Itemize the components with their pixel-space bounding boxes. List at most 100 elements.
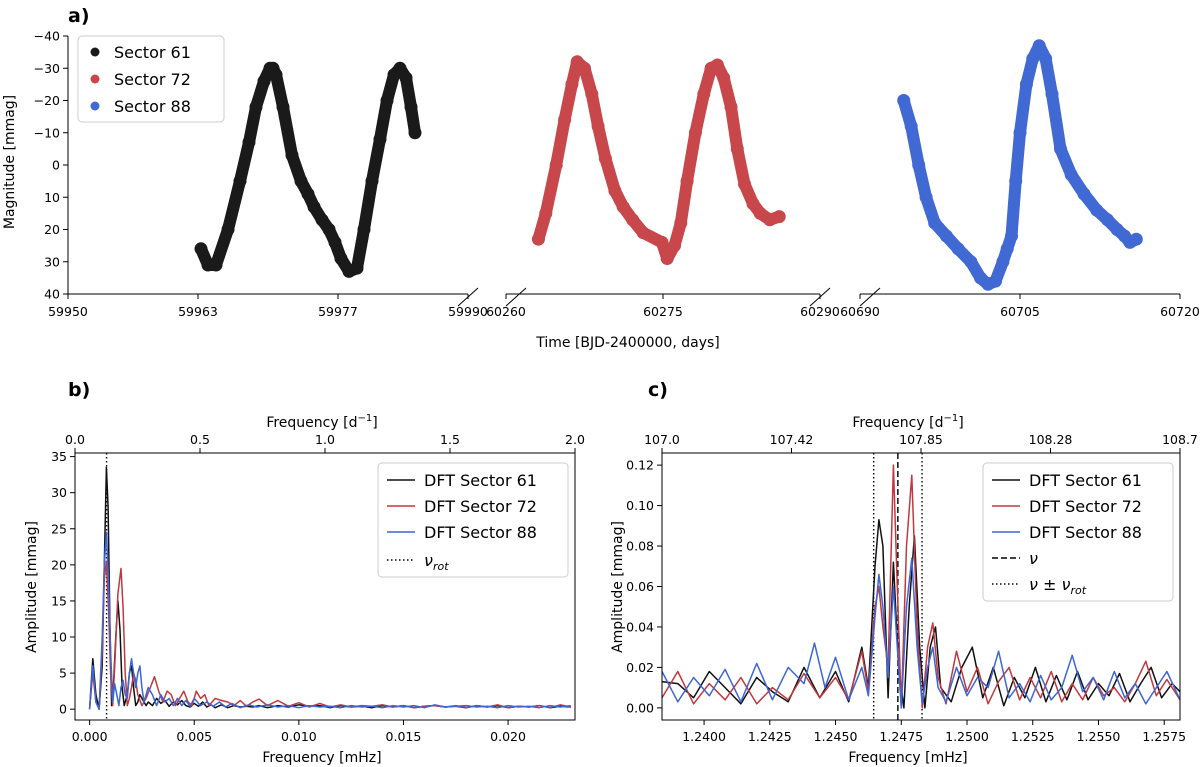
data-point <box>322 223 336 236</box>
panel-a-xtick-label: 60690 <box>840 304 880 319</box>
legend-label-c-88: DFT Sector 88 <box>1029 523 1142 542</box>
panel-a-ytick-label: 40 <box>44 287 60 302</box>
data-point <box>408 126 422 140</box>
data-point <box>724 100 738 114</box>
panel-a-ytick-label: 20 <box>44 222 60 237</box>
panel-c-ytick-label: 0.06 <box>626 579 654 594</box>
data-point <box>626 213 640 227</box>
data-point <box>399 71 413 85</box>
data-point <box>1026 52 1040 66</box>
panel-b-x2tick-label: 2.0 <box>565 432 585 447</box>
panel-b-lines <box>88 453 571 720</box>
panel-b-label: b) <box>68 379 90 401</box>
panel-c-xtick-label: 1.2400 <box>682 729 726 744</box>
panel-c-line-dft-sector-72 <box>661 464 1181 709</box>
panel-c-label: c) <box>648 379 668 401</box>
panel-b-line-dft-sector-72 <box>88 560 571 710</box>
panel-a-label: a) <box>68 5 90 27</box>
legend-marker-sector-61 <box>90 47 100 57</box>
panel-c-ytick-label: 0.04 <box>626 619 654 634</box>
panel-b-x2tick-label: 0.5 <box>190 432 210 447</box>
panel-c-axes: 1.2400 1.2425 1.2450 1.2475 1.2500 1.2525 1.25… <box>626 432 1198 744</box>
data-point <box>951 242 965 256</box>
data-point <box>242 135 256 149</box>
panel-c-xtick-label: 1.2550 <box>1077 729 1121 744</box>
panel-b-line-dft-sector-88 <box>88 531 571 710</box>
panel-b-ytick-label: 25 <box>51 521 67 536</box>
data-point <box>636 226 650 240</box>
panel-b-axes: 0.000 0.005 0.010 0.015 0.020 0.0 0.5 1.0 1.5 2.0… <box>51 432 585 744</box>
panel-b-legend: DFT Sector 61 DFT Sector 72 DFT Sector 8… <box>377 462 569 578</box>
data-point <box>616 200 630 214</box>
data-point <box>1019 77 1033 91</box>
axis-break-mark <box>809 287 831 307</box>
data-point <box>1009 174 1023 188</box>
data-point <box>710 58 724 72</box>
data-point <box>912 158 926 172</box>
panel-b-ytick-label: 10 <box>51 630 67 645</box>
panel-a-marks <box>194 39 1143 291</box>
data-point <box>315 213 329 227</box>
data-point <box>1039 52 1053 66</box>
panel-b-ytick-label: 15 <box>51 593 67 608</box>
data-point <box>591 119 605 133</box>
data-point <box>939 229 953 243</box>
panel-b: b) 0.000 0.005 0.010 0.015 0.020 0.0 0.5 1.0 1.5… <box>24 379 585 766</box>
data-point <box>996 255 1010 269</box>
panel-b-xlabel: Frequency [mHz] <box>262 750 381 766</box>
panel-a-xtick-label: 60720 <box>1160 304 1200 319</box>
panel-c-ylabel: Amplitude [mmag] <box>610 521 626 653</box>
panel-c-ytick-label: 0.00 <box>626 700 654 715</box>
panel-b-ytick-label: 30 <box>51 485 67 500</box>
data-point <box>680 174 694 188</box>
panel-a-ytick-label: −20 <box>34 93 60 108</box>
data-point <box>585 87 599 101</box>
panel-a-legend: Sector 61 Sector 72 Sector 88 <box>77 35 225 123</box>
data-point <box>1000 242 1014 256</box>
data-point <box>334 252 348 265</box>
panel-a-xtick-label: 60705 <box>1000 304 1040 319</box>
data-point <box>964 255 978 269</box>
panel-a-xlabel: Time [BJD-2400000, days] <box>535 335 720 351</box>
data-point <box>897 94 911 107</box>
panel-c-ytick-label: 0.02 <box>626 660 654 675</box>
panel-a-xtick-label: 60290 <box>800 304 840 319</box>
panel-a-ytick-label: −40 <box>34 29 60 44</box>
data-point <box>578 61 591 75</box>
panel-b-ytick-label: 20 <box>51 557 67 572</box>
data-point <box>989 274 1002 288</box>
data-point <box>697 87 711 101</box>
panel-c-x2tick-label: 107.85 <box>899 432 943 447</box>
data-point <box>276 100 290 114</box>
data-point <box>1045 87 1059 101</box>
panel-b-ytick-label: 0 <box>59 702 67 717</box>
axis-break-mark <box>457 287 479 307</box>
legend-marker-sector-88 <box>90 101 100 111</box>
panel-a-xtick-label: 59950 <box>48 304 88 319</box>
legend-label-b-88: DFT Sector 88 <box>424 523 537 542</box>
panel-a-xtick-label: 59963 <box>178 304 218 319</box>
legend-label-c-nu: ν <box>1029 549 1038 568</box>
panel-a-xtick-label: 60275 <box>643 304 683 319</box>
legend-label-b-72: DFT Sector 72 <box>424 497 537 516</box>
panel-c-xtick-label: 1.2500 <box>945 729 989 744</box>
data-point <box>738 177 752 191</box>
panel-a-legend-frame <box>77 35 225 123</box>
panel-c-x2tick-label: 108.28 <box>1029 432 1073 447</box>
data-point <box>285 148 299 162</box>
panel-c-legend-frame <box>982 462 1174 602</box>
panel-c-xtick-label: 1.2475 <box>879 729 923 744</box>
panel-b-x2tick-label: 1.0 <box>315 432 335 447</box>
data-point <box>1090 203 1104 217</box>
data-point <box>365 174 379 188</box>
data-point <box>221 223 235 236</box>
data-point <box>1129 232 1143 246</box>
data-point <box>328 235 342 249</box>
data-point <box>269 68 283 82</box>
panel-a-ytick-label: 10 <box>44 190 60 205</box>
panel-a-xtick-label: 59990 <box>448 304 488 319</box>
panel-c-x2label: Frequency [d−1] <box>852 413 963 431</box>
data-point <box>1005 229 1018 243</box>
panel-c-ytick-label: 0.08 <box>626 539 654 554</box>
axis-break-mark <box>505 287 527 307</box>
